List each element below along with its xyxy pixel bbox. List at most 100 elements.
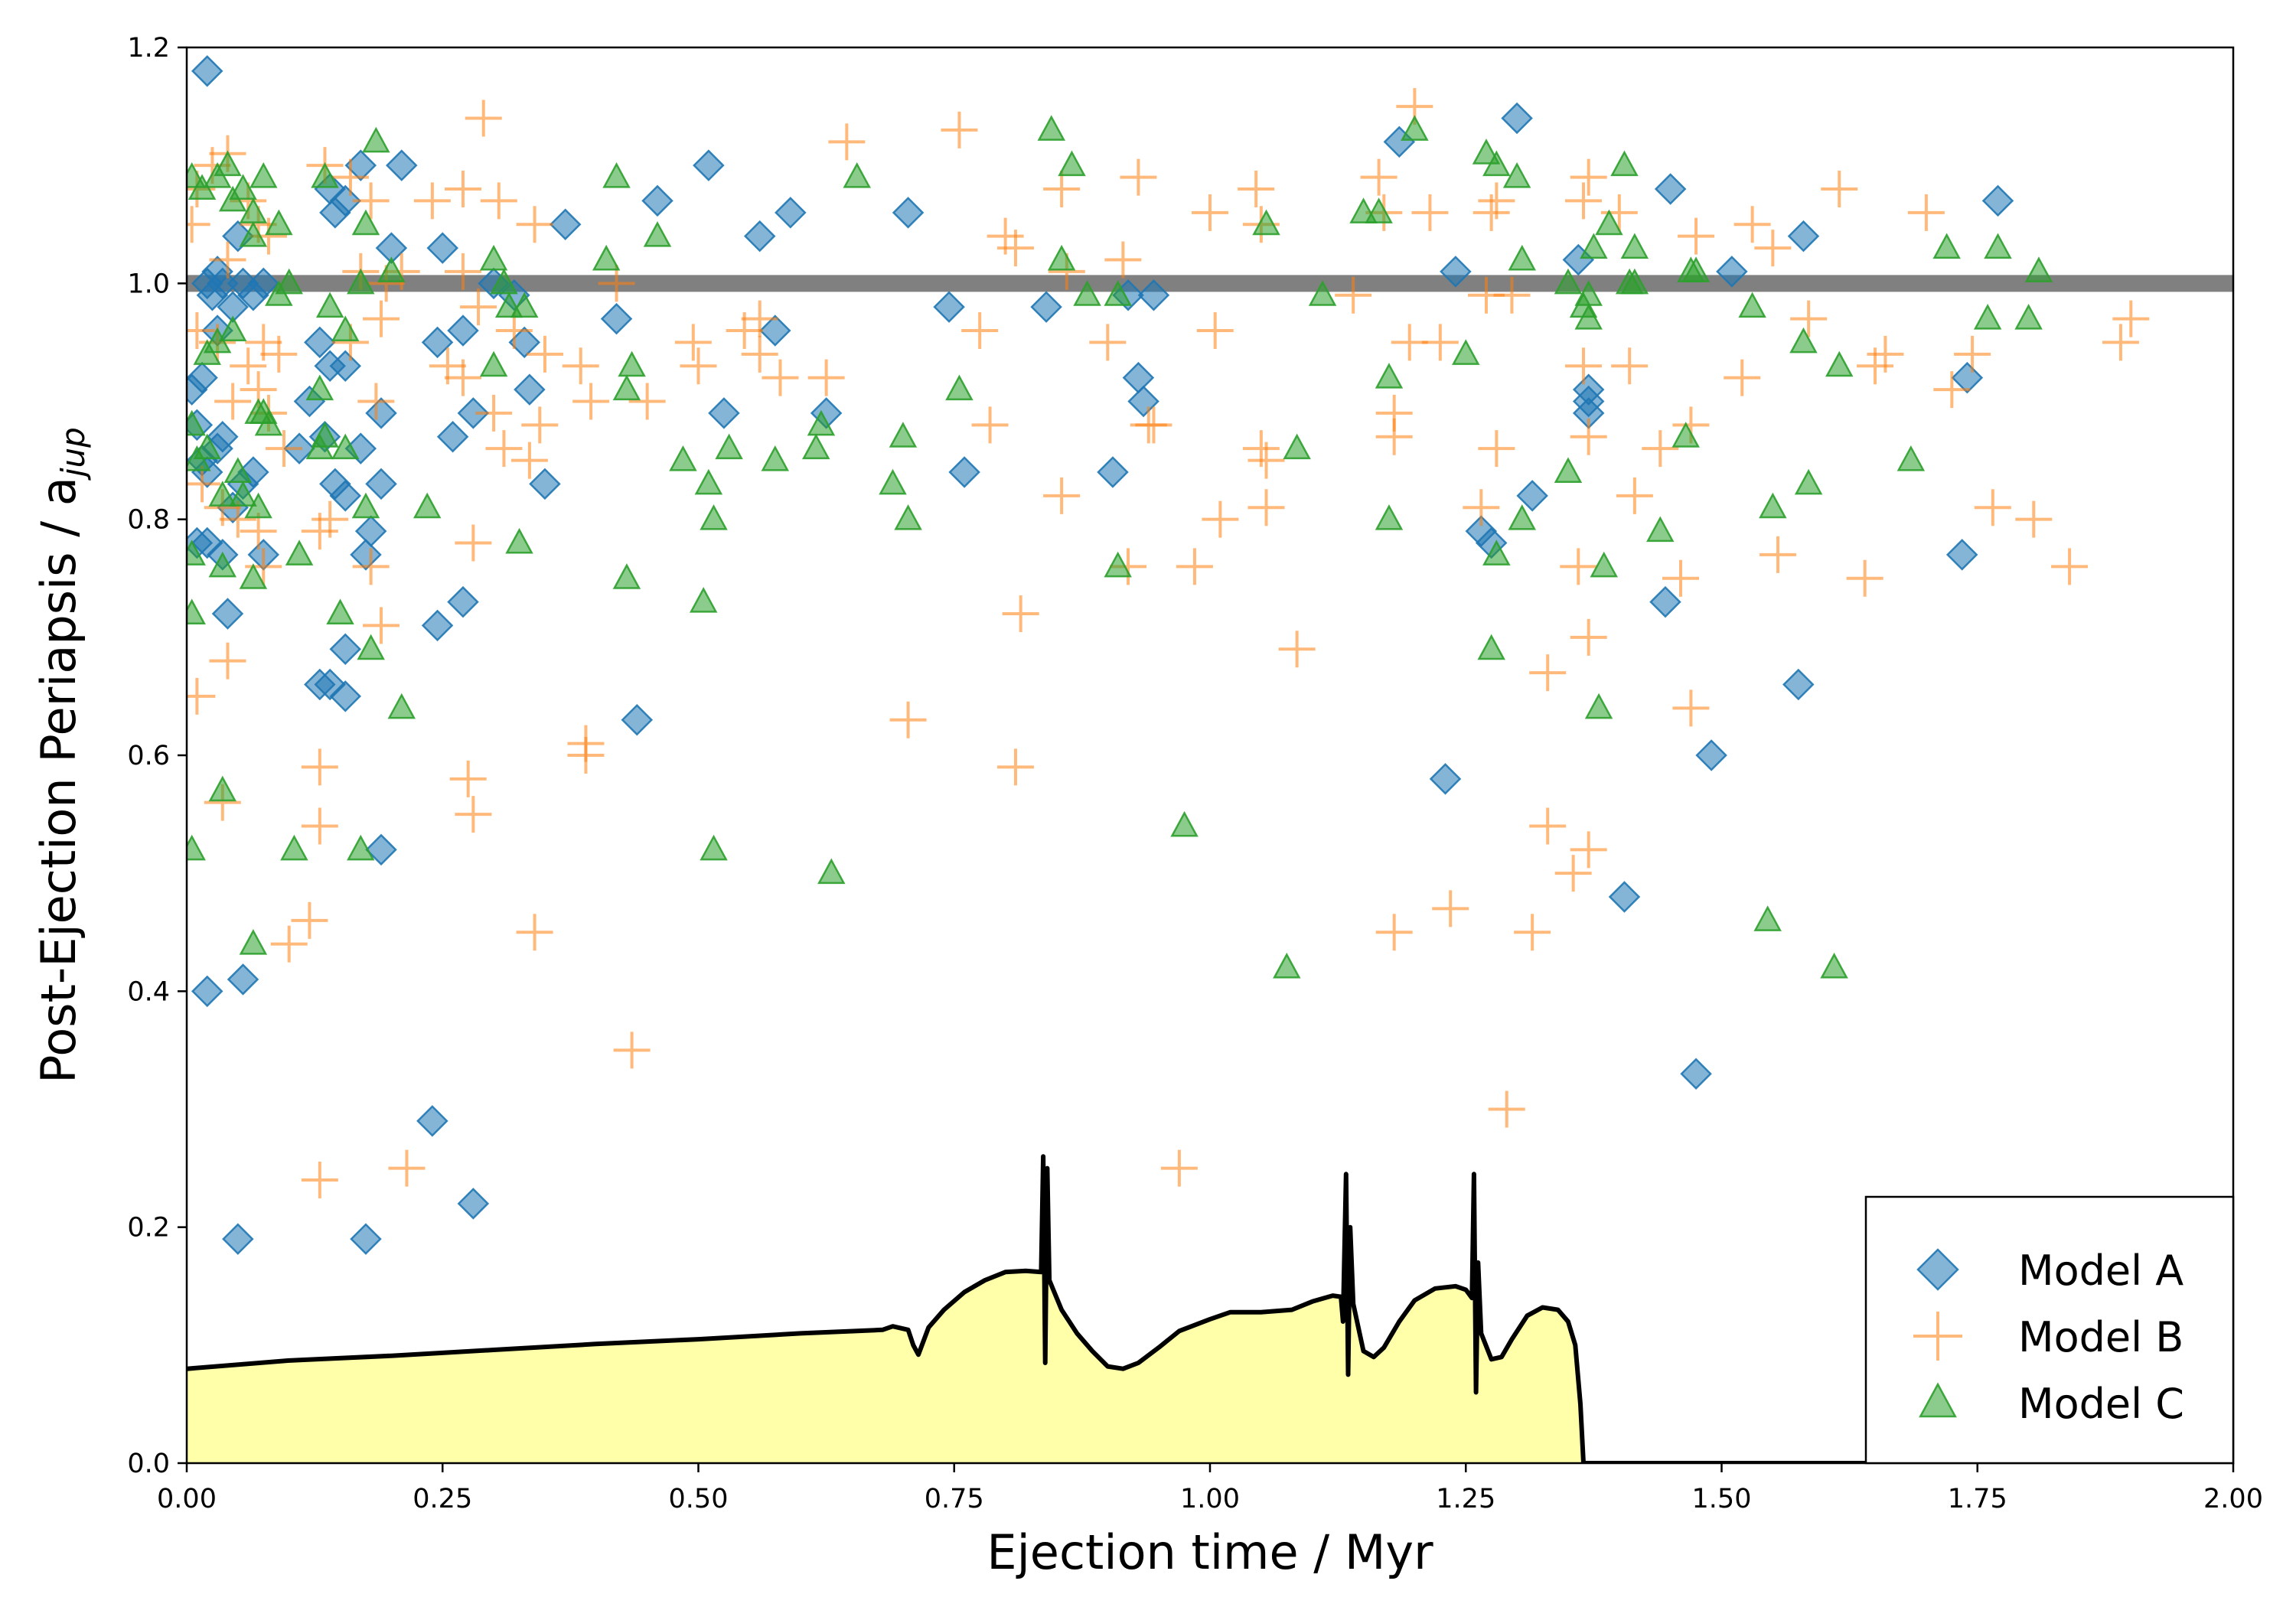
data-point	[1375, 504, 1404, 530]
data-point	[1695, 739, 1727, 771]
x-tick-label: 1.25	[1436, 1484, 1495, 1514]
data-point	[1278, 631, 1316, 668]
data-point	[208, 775, 237, 802]
data-point	[191, 975, 223, 1008]
data-point	[879, 468, 907, 495]
data-point	[1127, 385, 1159, 418]
data-point	[1421, 324, 1459, 361]
data-point	[1825, 350, 1854, 377]
data-point	[1907, 194, 1945, 231]
axes: 0.00 0.25 0.50 0.75 1.00 1.25 1.50 1.75 2.00 0.0 0…	[127, 33, 2263, 1514]
series-model-a	[187, 55, 2014, 1255]
data-point	[460, 288, 497, 326]
data-point	[1646, 516, 1675, 543]
data-point	[612, 563, 641, 589]
data-point	[365, 397, 397, 429]
data-point	[1821, 171, 1858, 207]
data-point	[187, 598, 206, 624]
data-point	[1574, 303, 1603, 330]
data-point	[1570, 418, 1607, 455]
y-tick-label: 1.0	[127, 269, 170, 299]
data-point	[447, 315, 479, 347]
data-point	[1933, 371, 1971, 409]
legend-marker	[1916, 1248, 1959, 1291]
data-point	[305, 374, 334, 401]
data-point	[239, 929, 268, 955]
data-point	[1375, 914, 1413, 951]
data-point	[1790, 300, 1828, 337]
legend-label: Model B	[2018, 1313, 2183, 1361]
data-point	[449, 760, 487, 797]
data-point	[628, 383, 666, 420]
profile-line	[187, 1154, 2233, 1463]
data-point	[444, 171, 481, 207]
data-point	[1516, 480, 1548, 512]
data-point	[996, 230, 1034, 267]
data-point	[598, 265, 635, 302]
data-point	[1514, 914, 1551, 951]
data-point	[1477, 634, 1505, 660]
data-point	[421, 326, 454, 359]
data-point	[1135, 406, 1172, 444]
data-point	[377, 256, 406, 282]
data-point	[510, 442, 548, 479]
data-point	[304, 326, 336, 359]
data-point	[1846, 559, 1883, 597]
data-point	[1608, 881, 1641, 913]
data-point	[1649, 585, 1681, 618]
data-point	[516, 206, 553, 243]
data-point	[187, 539, 206, 566]
data-point	[436, 420, 469, 453]
data-point	[1375, 418, 1413, 455]
data-point	[1508, 504, 1537, 530]
data-point	[1570, 158, 1607, 196]
data-point	[572, 383, 610, 420]
data-point	[357, 634, 385, 660]
data-point	[1508, 244, 1537, 271]
data-point	[1037, 115, 1066, 141]
data-point	[1488, 1090, 1525, 1128]
data-point	[222, 1223, 254, 1255]
data-point	[1753, 905, 1782, 931]
data-point	[762, 359, 799, 396]
data-point	[388, 1149, 426, 1187]
data-point	[1104, 280, 1132, 306]
data-point	[1120, 158, 1157, 196]
data-point	[351, 492, 380, 519]
data-point	[1473, 194, 1510, 231]
data-point	[187, 834, 206, 861]
data-point	[214, 383, 252, 420]
data-point	[1335, 276, 1372, 314]
data-point	[244, 492, 272, 519]
data-point	[2014, 303, 2043, 330]
data-point	[1451, 339, 1480, 365]
data-point	[1472, 139, 1501, 165]
data-point	[326, 598, 354, 624]
data-point	[347, 268, 375, 295]
data-point	[421, 609, 454, 642]
data-point	[275, 268, 303, 295]
data-point	[592, 244, 621, 271]
data-point	[817, 858, 846, 885]
data-point	[1482, 150, 1511, 177]
data-point	[807, 409, 836, 436]
data-point	[1896, 445, 1926, 471]
data-point	[1360, 158, 1397, 196]
data-point	[505, 527, 533, 554]
data-point	[1463, 489, 1500, 526]
data-point	[1565, 182, 1602, 220]
data-point	[613, 1032, 651, 1069]
data-point	[1440, 256, 1472, 288]
series-model-c	[187, 115, 2053, 979]
data-point	[1030, 291, 1062, 323]
data-point	[715, 433, 743, 460]
data-point	[1565, 347, 1602, 385]
data-point	[1202, 500, 1239, 538]
data-point	[187, 409, 206, 436]
data-point	[1047, 244, 1076, 271]
data-point	[2051, 548, 2089, 585]
data-point	[315, 292, 344, 318]
data-point	[2015, 500, 2053, 538]
data-point	[1974, 489, 2011, 526]
